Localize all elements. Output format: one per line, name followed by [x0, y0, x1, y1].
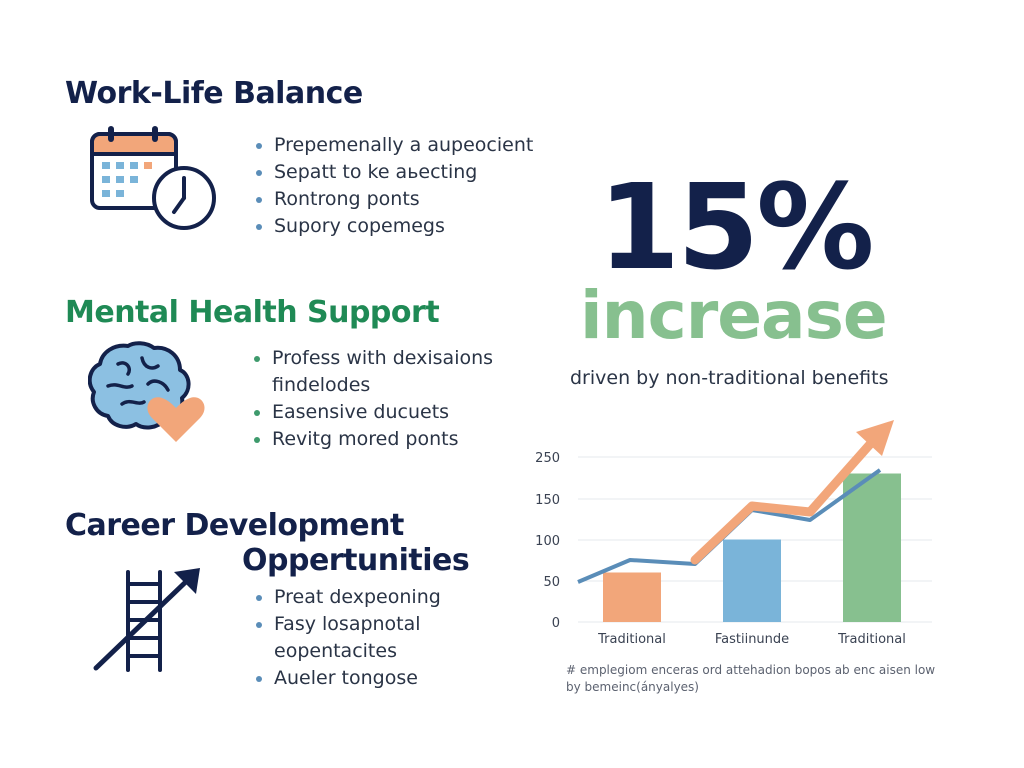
stat-value: 15%: [598, 158, 874, 296]
x-tick-label: Traditional: [837, 632, 906, 647]
list-item: Profess with dexisaions findelodes: [254, 345, 504, 399]
chart-bar: [723, 539, 781, 622]
trend-arrow-line: [690, 437, 877, 565]
calendar-clock-icon: [88, 126, 220, 234]
ladder-arrow-icon: [90, 564, 206, 674]
y-tick-label: 100: [535, 534, 560, 549]
chart-bar: [603, 572, 661, 622]
career-development-title-line2: Oppertunities: [242, 543, 470, 578]
list-item: Sepatt to ke aьecting: [256, 159, 533, 186]
y-tick-label: 250: [535, 451, 560, 466]
y-tick-label: 150: [535, 493, 560, 508]
list-item: Preat dexpeoning: [256, 584, 446, 611]
stat-caption: driven by non-traditional benefits: [570, 367, 889, 389]
work-life-bullets: Prepemenally a aupeocient Sepatt to ke a…: [256, 132, 533, 240]
list-item: Revitg mored ponts: [254, 426, 504, 453]
chart-footnote: # emplegiom enceras ord attehadion bopos…: [566, 663, 936, 694]
list-item: Rontrong ponts: [256, 186, 533, 213]
list-item: Aueler tongose: [256, 665, 446, 692]
y-tick-label: 50: [543, 575, 560, 590]
mental-health-bullets: Profess with dexisaions findelodes Easen…: [254, 345, 504, 453]
list-item: Supory copemegs: [256, 213, 533, 240]
x-tick-label: Fastiinunde: [715, 632, 789, 647]
chart-bar: [843, 473, 901, 622]
career-bullets: Preat dexpeoning Fasy losapnotal eopenta…: [256, 584, 446, 692]
work-life-balance-title: Work-Life Balance: [65, 76, 363, 111]
career-development-title: Career Development: [65, 508, 404, 543]
stat-word: increase: [580, 277, 888, 354]
y-tick-label: 0: [552, 616, 560, 631]
trend-arrow-head: [856, 420, 894, 456]
list-item: Prepemenally a aupeocient: [256, 132, 533, 159]
benefits-bar-chart: 0 50 100 150 250 Traditional Fastiinunde Tradi…: [535, 420, 932, 647]
brain-heart-icon: [87, 340, 212, 444]
mental-health-title: Mental Health Support: [65, 295, 440, 330]
x-tick-label: Traditional: [597, 632, 666, 647]
list-item: Fasy losapnotal eopentacites: [256, 611, 446, 665]
list-item: Easensive ducuets: [254, 399, 504, 426]
